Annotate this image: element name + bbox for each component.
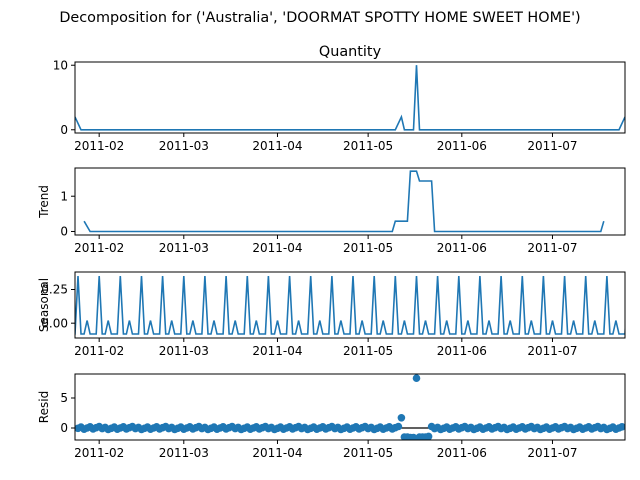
y-axis-label: Seasonal	[37, 278, 51, 332]
y-tick-label: 10	[53, 58, 68, 72]
y-tick-label: 0	[60, 123, 68, 137]
figure-title: Decomposition for ('Australia', 'DOORMAT…	[59, 10, 580, 26]
y-tick-label: 5	[60, 391, 68, 405]
y-tick-label: 0	[60, 225, 68, 239]
y-tick-label: 1	[60, 189, 68, 203]
x-tick-label: 2011-03	[159, 446, 209, 460]
panel-title: Quantity	[319, 44, 382, 60]
x-tick-label: 2011-02	[74, 446, 124, 460]
axes-frame	[74, 373, 626, 441]
axes-frame	[74, 167, 626, 236]
x-tick-label: 2011-03	[159, 139, 209, 153]
y-tick-label: 0.25	[41, 283, 68, 297]
x-tick-label: 2011-05	[343, 446, 393, 460]
x-tick-label: 2011-05	[343, 241, 393, 255]
resid-point	[412, 374, 421, 383]
x-tick-label: 2011-07	[527, 241, 577, 255]
x-tick-label: 2011-02	[74, 139, 124, 153]
y-tick-label: 0.00	[41, 316, 68, 330]
x-tick-label: 2011-02	[74, 344, 124, 358]
x-tick-label: 2011-02	[74, 241, 124, 255]
panel-2: Trend 0 1 2011-02 2011-03 2011-04 2011-05 2011-…	[37, 167, 626, 255]
resid-point	[409, 433, 418, 440]
x-tick-label: 2011-04	[252, 139, 302, 153]
x-tick-label: 2011-07	[527, 344, 577, 358]
x-tick-label: 2011-05	[343, 344, 393, 358]
x-tick-label: 2011-06	[437, 139, 487, 153]
series-line	[83, 170, 605, 233]
y-axis-label: Trend	[37, 185, 51, 219]
plot-area	[75, 275, 625, 335]
plot-area	[75, 65, 625, 131]
x-tick-label: 2011-06	[437, 344, 487, 358]
axes-frame	[74, 271, 626, 339]
x-tick-label: 2011-04	[252, 446, 302, 460]
resid-point	[618, 423, 625, 431]
y-tick-label: 0	[60, 421, 68, 435]
seasonal-line	[75, 275, 625, 335]
x-tick-label: 2011-04	[252, 344, 302, 358]
x-tick-label: 2011-05	[343, 139, 393, 153]
x-tick-label: 2011-06	[437, 446, 487, 460]
resid-point	[397, 414, 406, 422]
resid-point	[394, 422, 403, 431]
x-tick-label: 2011-07	[527, 139, 577, 153]
x-tick-label: 2011-06	[437, 241, 487, 255]
x-tick-label: 2011-03	[159, 241, 209, 255]
x-tick-label: 2011-04	[252, 241, 302, 255]
panel-4: Resid 0 5 2011-02 2011-03 2011-04 2011-05 2011-…	[37, 373, 626, 460]
axes-frame	[74, 61, 626, 134]
panel-1: Quantity 0 10 2011-02 2011-03 2011-04 2011-05 2…	[53, 44, 626, 153]
plot-area	[75, 374, 625, 440]
y-axis-label: Resid	[37, 391, 51, 423]
resid-point	[424, 432, 433, 440]
series-line	[75, 65, 625, 131]
x-tick-label: 2011-07	[527, 446, 577, 460]
x-tick-label: 2011-03	[159, 344, 209, 358]
plot-area	[83, 170, 605, 233]
